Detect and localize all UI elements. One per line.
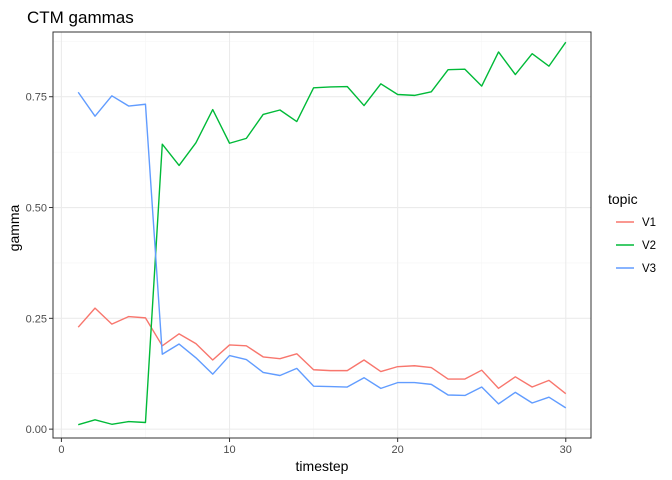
legend: topic V1 V2 V3 bbox=[608, 191, 656, 275]
chart-title: CTM gammas bbox=[27, 8, 134, 27]
minor-gridlines bbox=[53, 32, 591, 438]
series-line-v1 bbox=[77, 307, 567, 395]
y-tick-label: 0.75 bbox=[26, 92, 47, 104]
legend-label-v3: V3 bbox=[642, 263, 656, 275]
legend-title: topic bbox=[608, 191, 638, 207]
plot-panel bbox=[52, 31, 592, 439]
y-tick-label: 0.25 bbox=[26, 313, 47, 325]
series-line-v3 bbox=[77, 91, 567, 409]
y-tick-label: 0.50 bbox=[26, 203, 47, 215]
legend-label-v1: V1 bbox=[642, 217, 656, 229]
series-line-v2 bbox=[78, 41, 567, 426]
major-gridlines bbox=[53, 32, 591, 438]
y-tick-label: 0.00 bbox=[26, 424, 47, 436]
x-tick-label: 30 bbox=[560, 444, 572, 456]
x-tick-label: 20 bbox=[392, 444, 404, 456]
legend-label-v2: V2 bbox=[642, 240, 656, 252]
y-axis-title: gamma bbox=[6, 204, 22, 251]
x-axis: 0 10 20 30 bbox=[58, 438, 572, 456]
x-tick-label: 0 bbox=[58, 444, 64, 456]
panel-border bbox=[52, 31, 592, 439]
y-axis: 0.00 0.25 0.50 0.75 bbox=[26, 92, 53, 436]
x-axis-title: timestep bbox=[296, 458, 349, 474]
series-lines bbox=[77, 41, 567, 426]
x-tick-label: 10 bbox=[223, 444, 235, 456]
